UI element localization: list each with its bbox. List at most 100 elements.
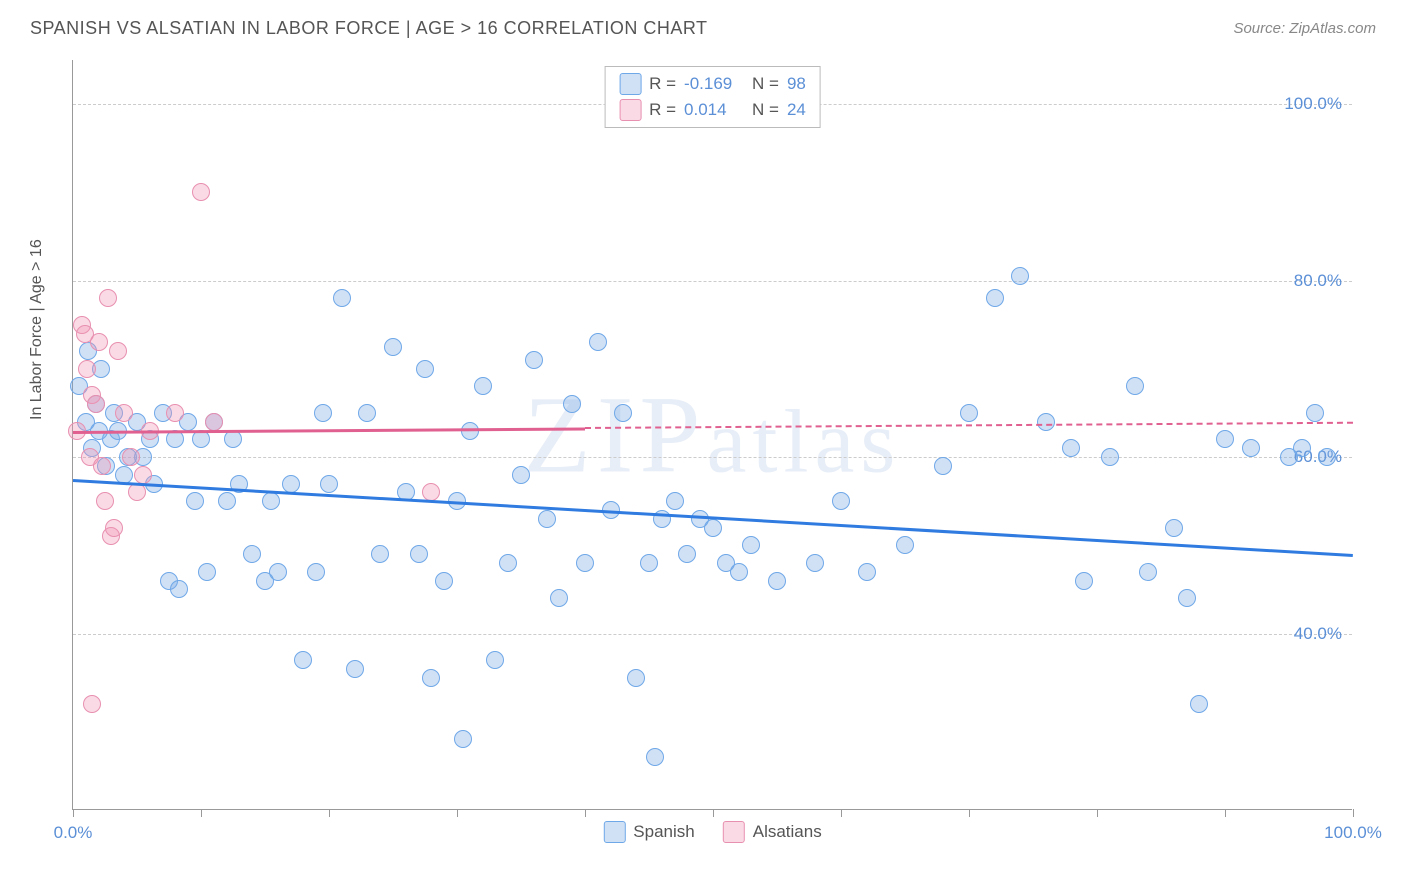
data-point-alsatians (99, 289, 117, 307)
data-point-spanish (1075, 572, 1093, 590)
data-point-spanish (666, 492, 684, 510)
data-point-alsatians (90, 333, 108, 351)
trend-line (585, 422, 1353, 429)
data-point-spanish (282, 475, 300, 493)
data-point-spanish (198, 563, 216, 581)
data-point-alsatians (83, 695, 101, 713)
data-point-spanish (768, 572, 786, 590)
chart-plot-area: ZIPatlas 40.0%60.0%80.0%100.0% 0.0%100.0… (72, 60, 1352, 810)
swatch-spanish (603, 821, 625, 843)
xtick-label: 100.0% (1324, 823, 1382, 843)
data-point-spanish (218, 492, 236, 510)
data-point-spanish (563, 395, 581, 413)
data-point-spanish (435, 572, 453, 590)
data-point-spanish (1293, 439, 1311, 457)
data-point-spanish (486, 651, 504, 669)
data-point-spanish (1037, 413, 1055, 431)
data-point-spanish (454, 730, 472, 748)
data-point-spanish (416, 360, 434, 378)
data-point-alsatians (134, 466, 152, 484)
data-point-spanish (538, 510, 556, 528)
swatch-alsatians (619, 99, 641, 121)
data-point-spanish (832, 492, 850, 510)
data-point-spanish (646, 748, 664, 766)
data-point-spanish (730, 563, 748, 581)
series-legend: Spanish Alsatians (603, 821, 821, 843)
legend-row-alsatians: R = 0.014 N = 24 (619, 99, 806, 121)
ytick-label: 100.0% (1284, 94, 1342, 114)
data-point-spanish (550, 589, 568, 607)
data-point-alsatians (93, 457, 111, 475)
data-point-spanish (806, 554, 824, 572)
legend-item-spanish: Spanish (603, 821, 694, 843)
data-point-alsatians (109, 342, 127, 360)
data-point-spanish (1306, 404, 1324, 422)
data-point-spanish (371, 545, 389, 563)
data-point-alsatians (96, 492, 114, 510)
data-point-spanish (986, 289, 1004, 307)
data-point-spanish (410, 545, 428, 563)
data-point-spanish (170, 580, 188, 598)
data-point-spanish (1062, 439, 1080, 457)
data-point-spanish (224, 430, 242, 448)
data-point-spanish (1011, 267, 1029, 285)
data-point-spanish (243, 545, 261, 563)
data-point-spanish (294, 651, 312, 669)
data-point-spanish (934, 457, 952, 475)
data-point-spanish (576, 554, 594, 572)
data-point-spanish (525, 351, 543, 369)
source-label: Source: ZipAtlas.com (1233, 20, 1376, 37)
watermark: ZIPatlas (524, 371, 902, 498)
data-point-spanish (262, 492, 280, 510)
data-point-spanish (1101, 448, 1119, 466)
data-point-spanish (422, 669, 440, 687)
data-point-spanish (346, 660, 364, 678)
data-point-spanish (1216, 430, 1234, 448)
data-point-spanish (1139, 563, 1157, 581)
data-point-spanish (704, 519, 722, 537)
data-point-spanish (499, 554, 517, 572)
data-point-spanish (896, 536, 914, 554)
data-point-spanish (1165, 519, 1183, 537)
y-axis-label: In Labor Force | Age > 16 (28, 239, 46, 420)
data-point-alsatians (78, 360, 96, 378)
data-point-spanish (307, 563, 325, 581)
data-point-spanish (1318, 448, 1336, 466)
data-point-alsatians (115, 404, 133, 422)
xtick-label: 0.0% (54, 823, 93, 843)
data-point-spanish (1126, 377, 1144, 395)
data-point-spanish (1242, 439, 1260, 457)
data-point-spanish (1190, 695, 1208, 713)
data-point-spanish (742, 536, 760, 554)
legend-row-spanish: R = -0.169 N = 98 (619, 73, 806, 95)
data-point-alsatians (192, 183, 210, 201)
data-point-spanish (358, 404, 376, 422)
correlation-legend: R = -0.169 N = 98 R = 0.014 N = 24 (604, 66, 821, 128)
data-point-alsatians (105, 519, 123, 537)
data-point-spanish (384, 338, 402, 356)
data-point-spanish (589, 333, 607, 351)
swatch-spanish (619, 73, 641, 95)
ytick-label: 80.0% (1294, 271, 1342, 291)
data-point-spanish (186, 492, 204, 510)
data-point-alsatians (166, 404, 184, 422)
data-point-alsatians (87, 395, 105, 413)
data-point-spanish (960, 404, 978, 422)
ytick-label: 40.0% (1294, 624, 1342, 644)
swatch-alsatians (723, 821, 745, 843)
data-point-alsatians (205, 413, 223, 431)
data-point-spanish (858, 563, 876, 581)
trend-line (73, 479, 1353, 557)
data-point-spanish (269, 563, 287, 581)
data-point-spanish (320, 475, 338, 493)
data-point-spanish (314, 404, 332, 422)
data-point-spanish (512, 466, 530, 484)
chart-title: SPANISH VS ALSATIAN IN LABOR FORCE | AGE… (30, 18, 708, 39)
data-point-spanish (614, 404, 632, 422)
legend-item-alsatians: Alsatians (723, 821, 822, 843)
data-point-alsatians (122, 448, 140, 466)
data-point-spanish (1178, 589, 1196, 607)
data-point-spanish (474, 377, 492, 395)
data-point-spanish (627, 669, 645, 687)
data-point-spanish (640, 554, 658, 572)
